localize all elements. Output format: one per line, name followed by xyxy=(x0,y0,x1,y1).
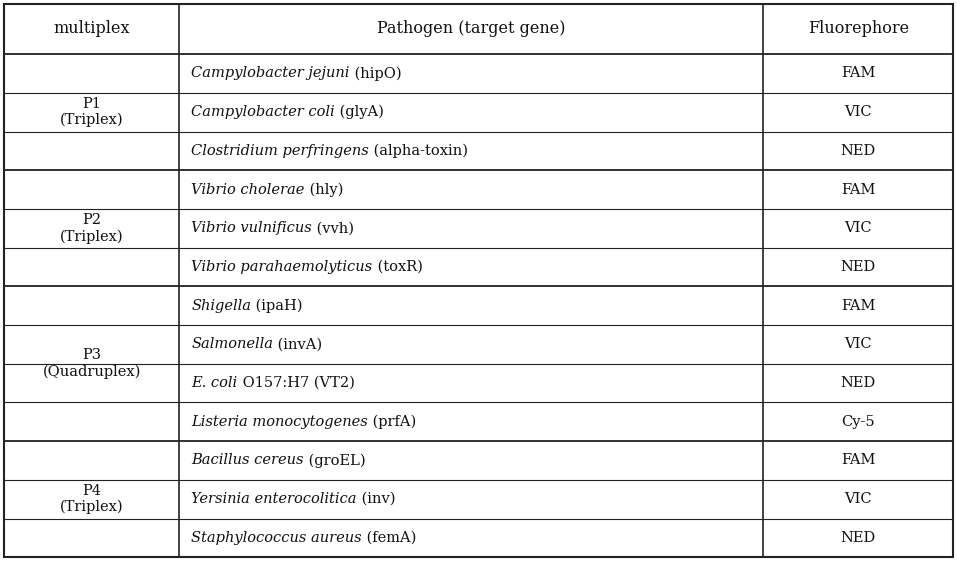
Text: Campylobacter jejuni: Campylobacter jejuni xyxy=(191,66,350,80)
Text: VIC: VIC xyxy=(844,337,872,351)
Text: VIC: VIC xyxy=(844,105,872,119)
Text: (femA): (femA) xyxy=(362,531,416,545)
Text: P2
(Triplex): P2 (Triplex) xyxy=(59,213,123,243)
Text: (alpha-toxin): (alpha-toxin) xyxy=(369,144,468,158)
Text: NED: NED xyxy=(840,376,876,390)
Text: P1
(Triplex): P1 (Triplex) xyxy=(59,97,123,127)
Text: Vibrio vulnificus: Vibrio vulnificus xyxy=(191,221,312,235)
Text: NED: NED xyxy=(840,144,876,158)
Text: (toxR): (toxR) xyxy=(372,260,422,274)
Text: (groEL): (groEL) xyxy=(304,453,366,468)
Text: Clostridium perfringens: Clostridium perfringens xyxy=(191,144,369,158)
Text: NED: NED xyxy=(840,531,876,545)
Text: FAM: FAM xyxy=(841,453,876,467)
Text: FAM: FAM xyxy=(841,182,876,196)
Text: Staphylococcus aureus: Staphylococcus aureus xyxy=(191,531,362,545)
Text: (hipO): (hipO) xyxy=(350,66,401,81)
Text: Yersinia enterocolitica: Yersinia enterocolitica xyxy=(191,492,357,506)
Text: (ipaH): (ipaH) xyxy=(252,298,303,313)
Text: (inv): (inv) xyxy=(357,492,395,506)
Text: Salmonella: Salmonella xyxy=(191,337,274,351)
Text: (glyA): (glyA) xyxy=(335,105,384,119)
Text: Vibrio parahaemolyticus: Vibrio parahaemolyticus xyxy=(191,260,372,274)
Text: Vibrio cholerae: Vibrio cholerae xyxy=(191,182,305,196)
Text: Cy-5: Cy-5 xyxy=(841,415,875,429)
Text: (hly): (hly) xyxy=(305,182,344,197)
Text: Listeria monocytogenes: Listeria monocytogenes xyxy=(191,415,368,429)
Text: FAM: FAM xyxy=(841,66,876,80)
Text: VIC: VIC xyxy=(844,221,872,235)
Text: P4
(Triplex): P4 (Triplex) xyxy=(59,484,123,514)
Text: multiplex: multiplex xyxy=(54,20,130,38)
Text: VIC: VIC xyxy=(844,492,872,506)
Text: (invA): (invA) xyxy=(274,337,323,351)
Text: Fluorephore: Fluorephore xyxy=(808,20,909,38)
Text: NED: NED xyxy=(840,260,876,274)
Text: (vvh): (vvh) xyxy=(312,221,354,235)
Text: Shigella: Shigella xyxy=(191,298,252,312)
Text: E. coli: E. coli xyxy=(191,376,237,390)
Text: (prfA): (prfA) xyxy=(368,415,416,429)
Text: P3
(Quadruplex): P3 (Quadruplex) xyxy=(42,348,141,379)
Text: O157:H7 (VT2): O157:H7 (VT2) xyxy=(237,376,354,390)
Text: Bacillus cereus: Bacillus cereus xyxy=(191,453,304,467)
Text: FAM: FAM xyxy=(841,298,876,312)
Text: Pathogen (target gene): Pathogen (target gene) xyxy=(377,20,566,38)
Text: Campylobacter coli: Campylobacter coli xyxy=(191,105,335,119)
